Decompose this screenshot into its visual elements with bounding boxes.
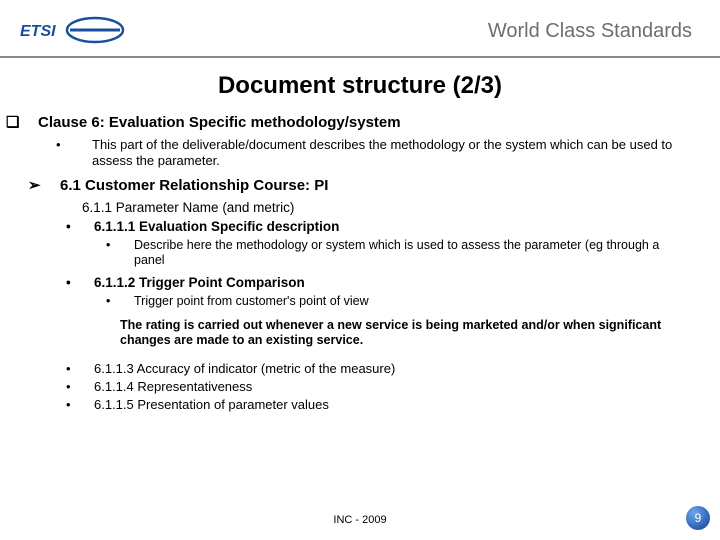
- list-item: •6.1.1.5 Presentation of parameter value…: [82, 397, 698, 413]
- clause-heading-text: Clause 6: Evaluation Specific methodolog…: [38, 114, 401, 131]
- clause-description-text: This part of the deliverable/document de…: [92, 137, 672, 168]
- list-item: 6.1.1 Parameter Name (and metric): [82, 200, 698, 217]
- trigger-heading-text: 6.1.1.2 Trigger Point Comparison: [94, 275, 305, 290]
- bullet-icon: •: [120, 294, 134, 310]
- slide-title: Document structure (2/3): [0, 72, 720, 100]
- clause-heading: ❑Clause 6: Evaluation Specific methodolo…: [22, 114, 698, 133]
- list-item: •6.1.1.3 Accuracy of indicator (metric o…: [82, 361, 698, 377]
- header-title: World Class Standards: [488, 20, 692, 43]
- header: ETSI World Class Standards: [0, 0, 720, 58]
- page-number: 9: [686, 506, 710, 530]
- section-heading: ➢6.1 Customer Relationship Course: PI: [44, 177, 698, 196]
- item-text: 6.1.1 Parameter Name (and metric): [82, 200, 294, 215]
- etsi-logo: ETSI: [20, 14, 130, 51]
- trigger-sub: •Trigger point from customer's point of …: [120, 294, 698, 310]
- sub-description: •Describe here the methodology or system…: [120, 238, 698, 269]
- section-heading-text: 6.1 Customer Relationship Course: PI: [60, 177, 328, 194]
- list-item: •6.1.1.4 Representativeness: [82, 379, 698, 395]
- item-text: 6.1.1.5 Presentation of parameter values: [94, 397, 329, 412]
- bullet-icon: •: [80, 219, 94, 236]
- logo-text-svg: ETSI: [20, 23, 56, 40]
- item-text: 6.1.1.4 Representativeness: [94, 379, 252, 394]
- trigger-sub-text: Trigger point from customer's point of v…: [134, 294, 369, 308]
- trigger-heading: •6.1.1.2 Trigger Point Comparison: [82, 275, 698, 292]
- bullet-icon: •: [80, 361, 94, 377]
- clause-description: •This part of the deliverable/document d…: [74, 137, 698, 170]
- list-item: •6.1.1.1 Evaluation Specific description: [82, 219, 698, 236]
- item-text: 6.1.1.1 Evaluation Specific description: [94, 219, 339, 234]
- content: ❑Clause 6: Evaluation Specific methodolo…: [0, 114, 720, 414]
- bullet-icon: •: [80, 379, 94, 395]
- footer-text: INC - 2009: [0, 514, 720, 526]
- bullet-icon: •: [120, 238, 134, 254]
- item-text: 6.1.1.3 Accuracy of indicator (metric of…: [94, 361, 395, 376]
- arrow-bullet-icon: ➢: [44, 177, 60, 196]
- bullet-icon: •: [80, 397, 94, 413]
- bullet-icon: •: [80, 275, 94, 292]
- bullet-icon: •: [74, 137, 92, 153]
- trigger-note: The rating is carried out whenever a new…: [120, 318, 698, 349]
- sub-description-text: Describe here the methodology or system …: [134, 238, 659, 268]
- square-bullet-icon: ❑: [22, 114, 38, 133]
